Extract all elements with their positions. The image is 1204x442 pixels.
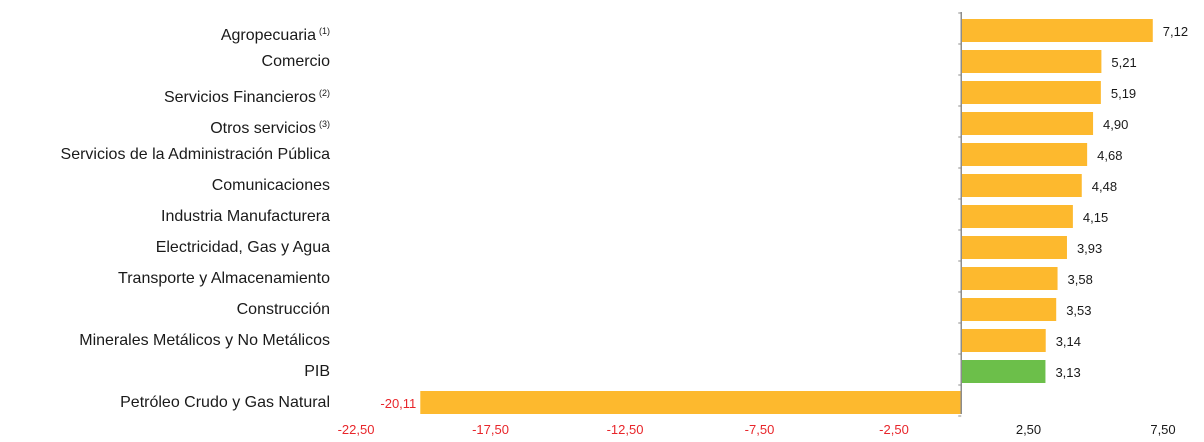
category-label-text: Agropecuaria xyxy=(220,26,316,44)
category-label: Servicios de la Administración Pública xyxy=(61,145,330,165)
bar-comercio xyxy=(961,50,1102,73)
bar-servicios-financieros xyxy=(961,81,1101,104)
category-label-text: Servicios Financieros xyxy=(163,88,316,106)
bar-industria-manufacturera xyxy=(961,205,1073,228)
data-label: 4,48 xyxy=(1091,178,1118,194)
data-label: 7,12 xyxy=(1162,23,1189,39)
category-label: Industria Manufacturera xyxy=(161,207,330,227)
category-label-text: Otros servicios xyxy=(210,119,316,137)
data-label: 3,93 xyxy=(1076,240,1103,256)
data-label: 3,14 xyxy=(1055,333,1082,349)
category-label-text: Minerales Metálicos y No Metálicos xyxy=(79,331,330,349)
bar-pib xyxy=(961,360,1046,383)
category-label: Comunicaciones xyxy=(212,176,330,196)
category-label-text: Transporte y Almacenamiento xyxy=(118,269,330,287)
x-tick-label: -22,50 xyxy=(337,422,375,437)
bar-servicios-de-la-administraci-n-p-blica xyxy=(961,143,1088,166)
bar-comunicaciones xyxy=(961,174,1082,197)
category-label: Minerales Metálicos y No Metálicos xyxy=(79,331,330,351)
x-tick-label: -17,50 xyxy=(472,422,509,437)
category-label-text: Servicios de la Administración Pública xyxy=(60,145,330,163)
category-label-text: Construcción xyxy=(236,300,330,318)
category-label-text: Industria Manufacturera xyxy=(161,207,330,225)
category-label: Electricidad, Gas y Agua xyxy=(156,238,330,258)
x-tick-label: 2,50 xyxy=(1015,422,1042,437)
category-label: Petróleo Crudo y Gas Natural xyxy=(120,393,330,413)
category-label: Transporte y Almacenamiento xyxy=(118,269,330,289)
category-footnote-marker: (1) xyxy=(319,25,330,36)
data-label: 3,58 xyxy=(1067,271,1093,287)
category-label-text: PIB xyxy=(304,362,330,380)
bar-minerales-met-licos-y-no-met-licos xyxy=(961,329,1046,352)
x-tick-label: -7,50 xyxy=(744,422,775,437)
x-tick-label: -2,50 xyxy=(879,422,909,437)
bar-construcci-n xyxy=(961,298,1057,321)
data-label: 5,19 xyxy=(1110,85,1137,101)
bar-petr-leo-crudo-y-gas-natural xyxy=(420,391,962,414)
bar-electricidad-gas-y-agua xyxy=(961,236,1067,259)
category-label: Agropecuaria (1) xyxy=(221,21,330,46)
data-label: 5,21 xyxy=(1111,54,1137,70)
bar-transporte-y-almacenamiento xyxy=(961,267,1058,290)
data-label: 4,90 xyxy=(1103,116,1129,132)
category-label: Construcción xyxy=(237,300,330,320)
x-tick-label: 7,50 xyxy=(1150,422,1176,437)
category-label-text: Petróleo Crudo y Gas Natural xyxy=(120,393,330,411)
data-label: 3,13 xyxy=(1055,364,1081,380)
category-label-text: Electricidad, Gas y Agua xyxy=(155,238,330,256)
category-label: Comercio xyxy=(262,52,330,72)
data-label: -20,11 xyxy=(380,395,417,411)
category-footnote-marker: (3) xyxy=(319,118,330,129)
category-label-text: Comercio xyxy=(261,52,330,70)
x-tick-label: -12,50 xyxy=(606,422,644,437)
data-label: 3,53 xyxy=(1066,302,1092,318)
data-label: 4,68 xyxy=(1097,147,1123,163)
data-label: 4,15 xyxy=(1082,209,1109,225)
bar-agropecuaria xyxy=(961,19,1153,42)
category-footnote-marker: (2) xyxy=(319,87,330,98)
category-label: PIB xyxy=(304,362,330,382)
category-label-text: Comunicaciones xyxy=(211,176,330,194)
category-label: Otros servicios (3) xyxy=(210,114,330,139)
category-label: Servicios Financieros (2) xyxy=(164,83,330,108)
bar-otros-servicios xyxy=(961,112,1094,135)
